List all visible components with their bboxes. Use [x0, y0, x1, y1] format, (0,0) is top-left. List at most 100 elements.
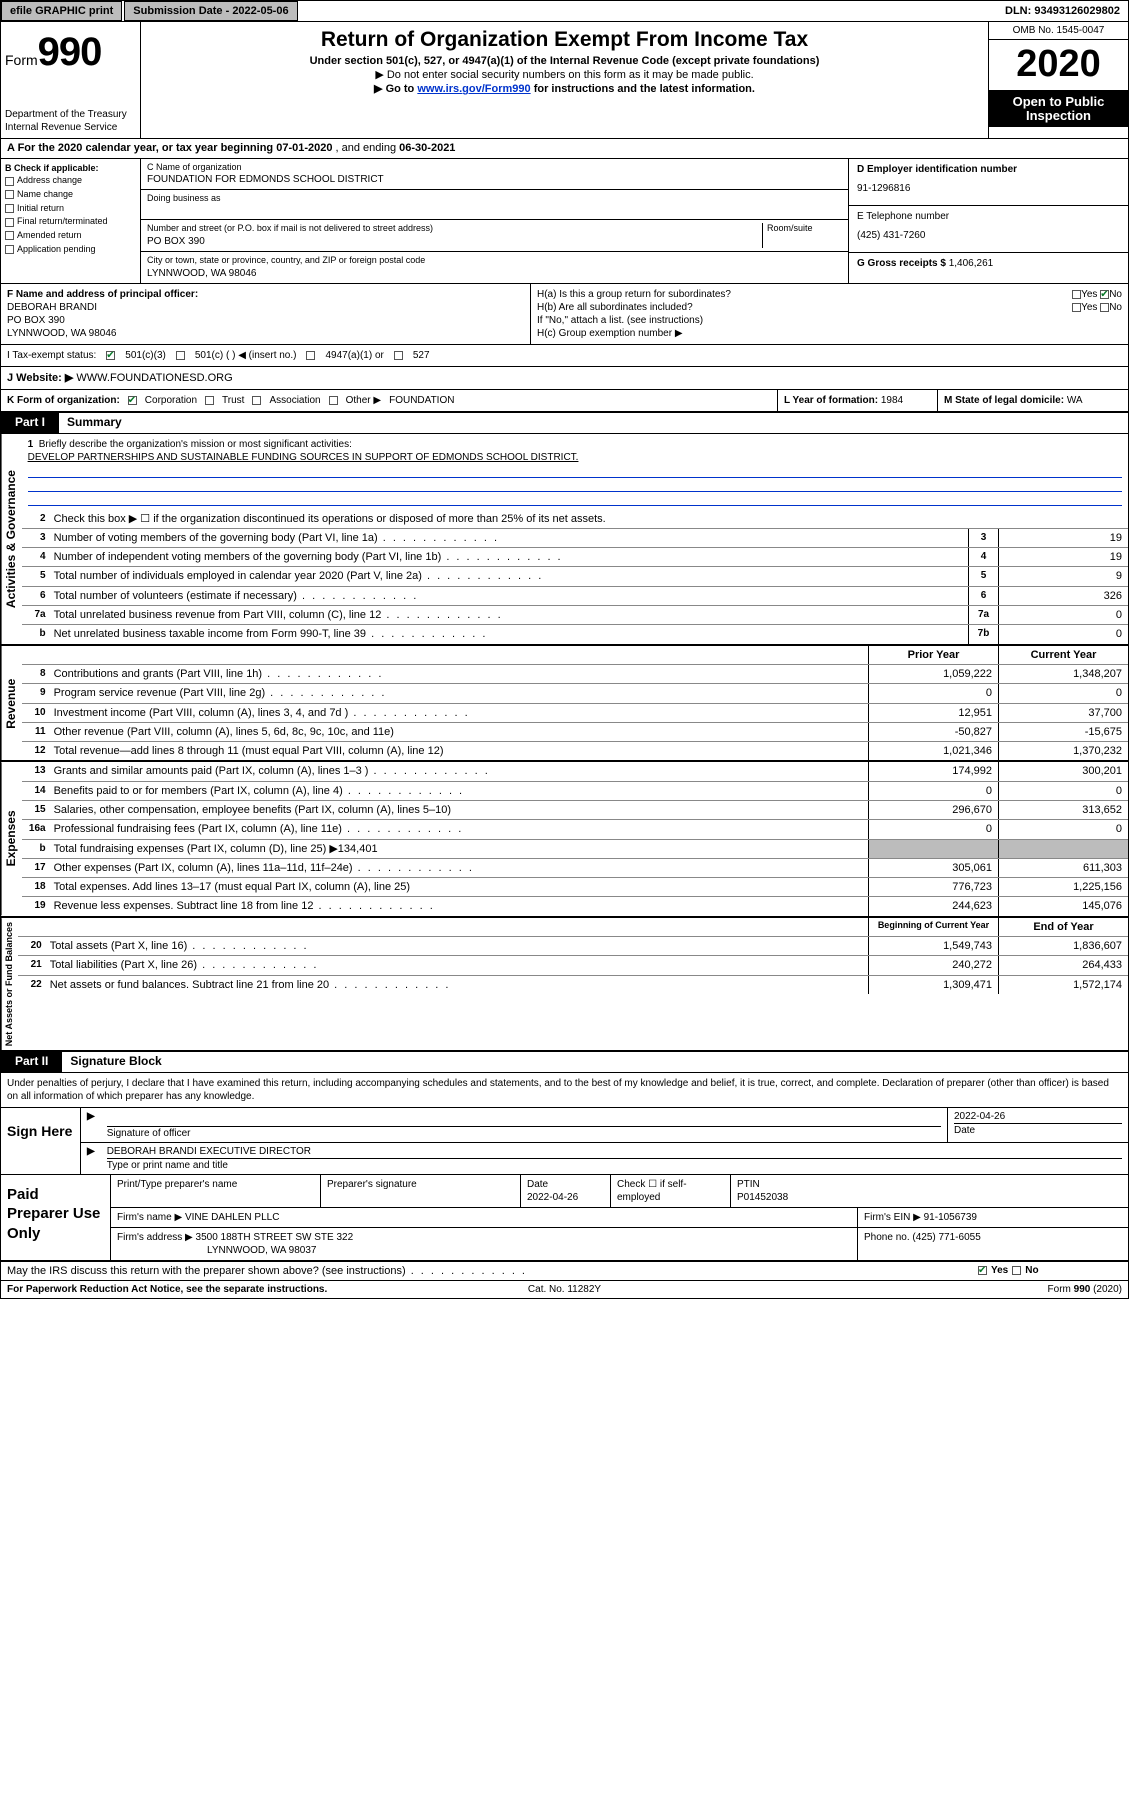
- sign-here-label: Sign Here: [1, 1108, 81, 1174]
- prep-date-label: Date: [527, 1178, 604, 1191]
- open-public-2: Inspection: [991, 109, 1126, 123]
- chk-527[interactable]: [394, 351, 403, 360]
- l17-current: 611,303: [998, 859, 1128, 877]
- l17-text: Other expenses (Part IX, column (A), lin…: [50, 859, 868, 877]
- phone-value: (425) 771-6055: [912, 1232, 980, 1243]
- firm-ein-label: Firm's EIN ▶: [864, 1212, 921, 1223]
- arrow-icon: ▶: [81, 1143, 101, 1174]
- l10-prior: 12,951: [868, 704, 998, 722]
- l2-text: Check this box ▶ ☐ if the organization d…: [50, 510, 1128, 528]
- chk-amended-return[interactable]: [5, 231, 14, 240]
- chk-corp[interactable]: [128, 396, 137, 405]
- form-subtitle: Under section 501(c), 527, or 4947(a)(1)…: [145, 54, 984, 68]
- hc-label: H(c) Group exemption number ▶: [537, 327, 1122, 340]
- te-label: I Tax-exempt status:: [7, 349, 96, 362]
- l7a-text: Total unrelated business revenue from Pa…: [50, 606, 968, 624]
- l19-text: Revenue less expenses. Subtract line 18 …: [50, 897, 868, 915]
- officer-label: F Name and address of principal officer:: [7, 289, 198, 300]
- l1-label: Briefly describe the organization's miss…: [39, 439, 352, 450]
- paid-preparer-block: Paid Preparer Use Only Print/Type prepar…: [1, 1175, 1128, 1262]
- efile-btn[interactable]: efile GRAPHIC print: [1, 1, 122, 21]
- hb-note: If "No," attach a list. (see instruction…: [537, 314, 1122, 327]
- chk-trust[interactable]: [205, 396, 214, 405]
- chk-name-change[interactable]: [5, 190, 14, 199]
- irs-label: Internal Revenue Service: [5, 121, 136, 134]
- l17-prior: 305,061: [868, 859, 998, 877]
- chk-other[interactable]: [329, 396, 338, 405]
- col-c: C Name of organization FOUNDATION FOR ED…: [141, 159, 848, 283]
- hb-label: H(b) Are all subordinates included?: [537, 301, 1072, 314]
- dept-label: Department of the Treasury: [5, 108, 136, 121]
- chk-application-pending[interactable]: [5, 245, 14, 254]
- discuss-text: May the IRS discuss this return with the…: [1, 1262, 978, 1280]
- m-label: M State of legal domicile:: [944, 395, 1067, 406]
- prior-year-hdr: Prior Year: [868, 646, 998, 664]
- officer-addr2: LYNNWOOD, WA 98046: [7, 327, 524, 340]
- prep-date: 2022-04-26: [527, 1191, 604, 1204]
- row-j-website: J Website: ▶ WWW.FOUNDATIONESD.ORG: [1, 367, 1128, 390]
- ptin-label: PTIN: [737, 1178, 1122, 1191]
- form-title: Return of Organization Exempt From Incom…: [145, 26, 984, 53]
- city-label: City or town, state or province, country…: [147, 255, 842, 267]
- l10-text: Investment income (Part VIII, column (A)…: [50, 704, 868, 722]
- vlabel-revenue: Revenue: [1, 646, 22, 761]
- chk-ha-no[interactable]: [1100, 290, 1109, 299]
- chk-initial-return[interactable]: [5, 204, 14, 213]
- form-container: Form990 Department of the Treasury Inter…: [0, 22, 1129, 1299]
- l22-text: Net assets or fund balances. Subtract li…: [46, 976, 868, 994]
- l21-begin: 240,272: [868, 956, 998, 974]
- m-value: WA: [1067, 395, 1083, 406]
- l15-prior: 296,670: [868, 801, 998, 819]
- chk-ha-yes[interactable]: [1072, 290, 1081, 299]
- chk-assoc[interactable]: [252, 396, 261, 405]
- l12-text: Total revenue—add lines 8 through 11 (mu…: [50, 742, 868, 760]
- chk-discuss-no[interactable]: [1012, 1266, 1021, 1275]
- part2-title: Signature Block: [62, 1052, 169, 1072]
- l14-current: 0: [998, 782, 1128, 800]
- part1-badge: Part I: [1, 413, 59, 433]
- footer-right: Form 990 (2020): [750, 1283, 1122, 1296]
- l9-prior: 0: [868, 684, 998, 702]
- firm-ein: 91-1056739: [924, 1212, 977, 1223]
- chk-4947[interactable]: [306, 351, 315, 360]
- dln-text: DLN: 93493126029802: [997, 2, 1128, 20]
- firm-addr-label: Firm's address ▶: [117, 1232, 193, 1243]
- section-expenses: Expenses 13Grants and similar amounts pa…: [1, 762, 1128, 917]
- ssn-note: ▶ Do not enter social security numbers o…: [145, 68, 984, 82]
- open-public-1: Open to Public: [991, 95, 1126, 109]
- topbar: efile GRAPHIC print Submission Date - 20…: [0, 0, 1129, 22]
- chk-hb-yes[interactable]: [1072, 303, 1081, 312]
- goto-pre: ▶ Go to: [374, 83, 417, 95]
- vlabel-expenses: Expenses: [1, 762, 22, 915]
- row-i-tax-exempt: I Tax-exempt status: 501(c)(3) 501(c) ( …: [1, 345, 1128, 367]
- irs-link[interactable]: www.irs.gov/Form990: [417, 83, 530, 95]
- l22-begin: 1,309,471: [868, 976, 998, 994]
- l16a-prior: 0: [868, 820, 998, 838]
- form-number: 990: [38, 30, 102, 74]
- form-word: Form: [5, 52, 38, 68]
- l15-current: 313,652: [998, 801, 1128, 819]
- chk-hb-no[interactable]: [1100, 303, 1109, 312]
- chk-501c3[interactable]: [106, 351, 115, 360]
- l9-current: 0: [998, 684, 1128, 702]
- chk-501c[interactable]: [176, 351, 185, 360]
- chk-final-return[interactable]: [5, 218, 14, 227]
- chk-discuss-yes[interactable]: [978, 1266, 987, 1275]
- submission-date-btn[interactable]: Submission Date - 2022-05-06: [124, 1, 297, 21]
- col-d: D Employer identification number 91-1296…: [848, 159, 1128, 283]
- org-name-label: C Name of organization: [147, 162, 842, 174]
- l-label: L Year of formation:: [784, 395, 881, 406]
- part2-badge: Part II: [1, 1052, 62, 1072]
- gross-value: 1,406,261: [949, 258, 994, 269]
- l16b-val: 134,401: [338, 843, 378, 855]
- chk-address-change[interactable]: [5, 177, 14, 186]
- org-name: FOUNDATION FOR EDMONDS SCHOOL DISTRICT: [147, 173, 842, 186]
- tax-year: 2020: [989, 40, 1128, 90]
- sig-date: 2022-04-26: [954, 1110, 1122, 1123]
- l10-current: 37,700: [998, 704, 1128, 722]
- l13-current: 300,201: [998, 762, 1128, 780]
- l-value: 1984: [881, 395, 903, 406]
- l7b-val: 0: [998, 625, 1128, 643]
- l20-text: Total assets (Part X, line 16): [46, 937, 868, 955]
- paid-preparer-label: Paid Preparer Use Only: [1, 1175, 111, 1260]
